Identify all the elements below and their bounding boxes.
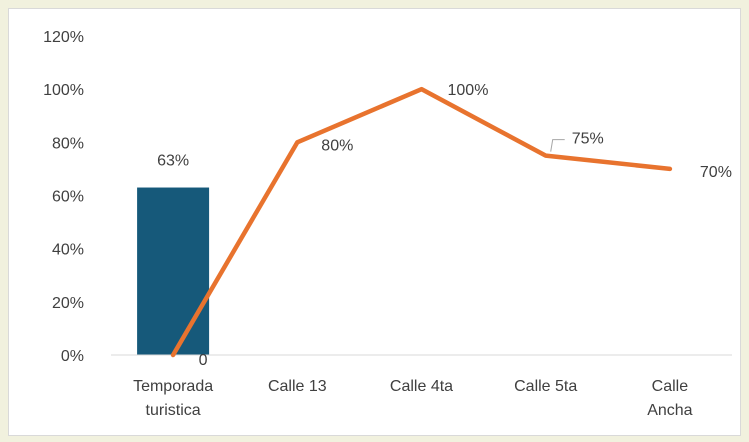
y-axis-tick-labels: 0% 20% 40% 60% 80% 100% 120% <box>43 29 84 365</box>
y-tick-label: 60% <box>52 189 84 206</box>
combo-chart: 0% 20% 40% 60% 80% 100% 120% 63% 0 80% 100% 75% 70%… <box>43 29 732 419</box>
bar-data-label: 63% <box>157 153 189 170</box>
line-data-label: 0 <box>199 352 208 369</box>
line-series-path <box>170 86 673 358</box>
bar <box>137 187 210 355</box>
y-tick-label: 120% <box>43 29 84 46</box>
line-series <box>170 86 673 358</box>
x-axis-tick-labels: Temporada turistica Calle 13 Calle 4ta Calle… <box>133 378 693 419</box>
y-tick-label: 100% <box>43 82 84 99</box>
x-tick-label: Calle 13 <box>268 378 327 395</box>
chart-area: 0% 20% 40% 60% 80% 100% 120% 63% 0 80% 100% 75% 70%… <box>8 8 741 436</box>
y-tick-label: 80% <box>52 135 84 152</box>
line-data-label: 80% <box>321 137 353 154</box>
line-data-label: 75% <box>572 131 604 148</box>
x-tick-label: Calle 5ta <box>514 378 577 395</box>
data-labels: 63% 0 80% 100% 75% 70% <box>157 82 732 369</box>
line-data-label: 70% <box>700 164 732 181</box>
y-tick-label: 40% <box>52 242 84 259</box>
x-tick-label: Calle 4ta <box>390 378 453 395</box>
data-label-leader-line <box>550 139 565 152</box>
y-tick-label: 20% <box>52 295 84 312</box>
x-tick-label: Temporada turistica <box>133 378 213 419</box>
x-tick-label: Calle Ancha <box>647 378 692 419</box>
y-tick-label: 0% <box>61 348 84 365</box>
bar-series <box>137 187 210 355</box>
line-data-label: 100% <box>448 82 489 99</box>
